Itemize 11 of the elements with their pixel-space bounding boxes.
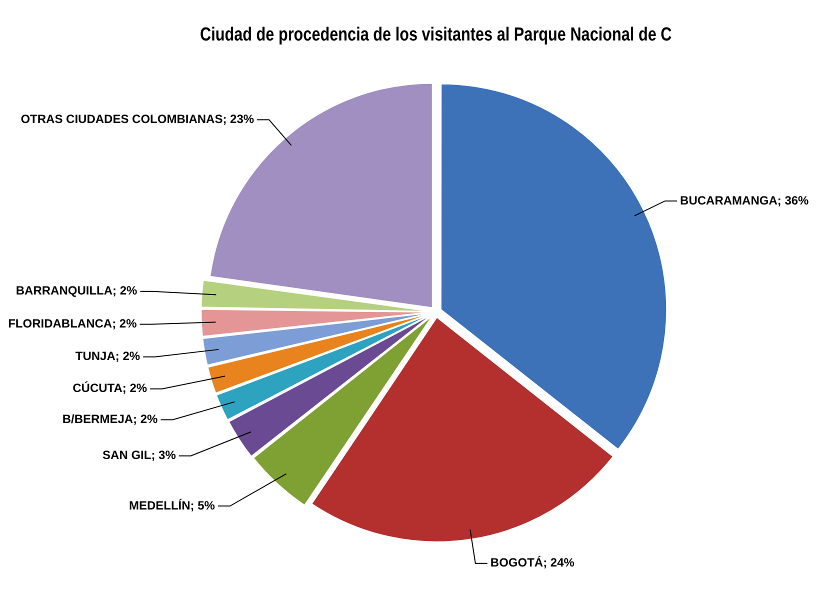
slice-label: BOGOTÁ; 24%	[490, 556, 575, 570]
slice-label: B/BERMEJA; 2%	[62, 412, 158, 426]
slice-label: FLORIDABLANCA; 2%	[8, 316, 138, 331]
chart-title: Ciudad de procedencia de los visitantes al Parque Nacional de C	[200, 23, 672, 46]
slice-label: TUNJA; 2%	[75, 349, 140, 364]
slice-label: BARRANQUILLA; 2%	[16, 284, 138, 298]
slice-label: MEDELLÍN; 5%	[128, 498, 216, 512]
slice-label: CÚCUTA; 2%	[72, 381, 148, 396]
slice-label: OTRAS CIUDADES COLOMBIANAS; 23%	[20, 112, 254, 126]
slice-label: SAN GIL; 3%	[102, 448, 176, 462]
slice-label: BUCARAMANGA; 36%	[680, 193, 810, 208]
